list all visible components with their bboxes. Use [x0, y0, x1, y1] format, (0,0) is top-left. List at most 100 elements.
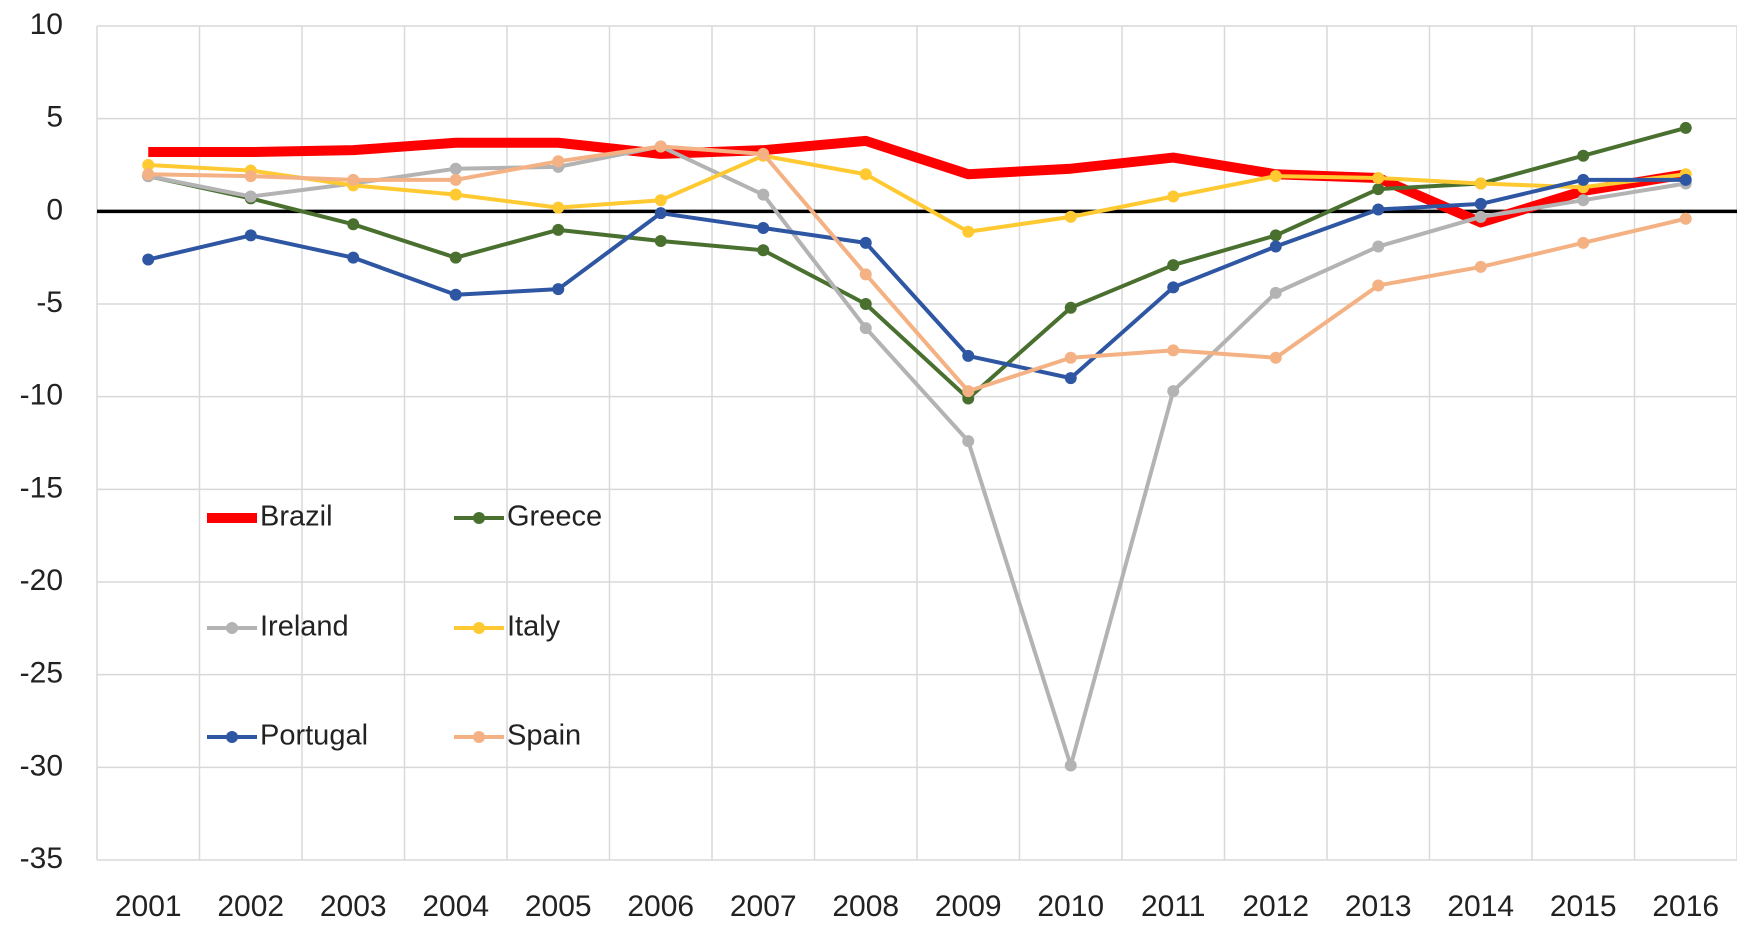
point — [1679, 212, 1692, 225]
point — [654, 207, 667, 220]
point — [1372, 240, 1385, 253]
x-tick-label: 2008 — [832, 890, 899, 923]
point — [1577, 194, 1590, 207]
point — [1064, 351, 1077, 364]
point — [757, 244, 770, 257]
point — [1167, 259, 1180, 272]
x-tick-label: 2001 — [115, 890, 182, 923]
point — [347, 251, 360, 264]
point — [347, 218, 360, 231]
x-tick-label: 2003 — [320, 890, 387, 923]
point — [1474, 260, 1487, 273]
point — [757, 147, 770, 160]
x-tick-label: 2015 — [1550, 890, 1617, 923]
series-line — [147, 177, 1686, 381]
y-tick-label: -15 — [20, 471, 63, 504]
legend-marker — [226, 622, 238, 634]
point — [552, 155, 565, 168]
series-line — [147, 144, 1687, 768]
x-tick-label: 2004 — [422, 890, 489, 923]
legend-label: Portugal — [260, 720, 368, 752]
x-tick-label: 2002 — [217, 890, 284, 923]
series-line — [148, 153, 1687, 234]
point — [1474, 210, 1487, 223]
point — [1577, 236, 1590, 249]
x-tick-label: 2007 — [730, 890, 797, 923]
point — [1064, 210, 1077, 223]
series-line — [148, 144, 1687, 394]
point — [449, 162, 462, 175]
y-tick-label: -20 — [20, 564, 63, 597]
point — [1269, 170, 1282, 183]
point — [1269, 229, 1282, 242]
point — [244, 170, 257, 183]
point — [1167, 344, 1180, 357]
legend-marker — [473, 731, 485, 743]
point — [757, 188, 770, 201]
point — [1577, 173, 1590, 186]
point — [1269, 351, 1282, 364]
x-tick-label: 2010 — [1037, 890, 1104, 923]
legend-label: Italy — [507, 611, 561, 643]
point — [962, 385, 975, 398]
point — [449, 173, 462, 186]
legend-marker — [473, 622, 485, 634]
x-tick-label: 2014 — [1447, 890, 1514, 923]
point — [1577, 149, 1590, 162]
point — [859, 322, 872, 335]
point — [1167, 190, 1180, 203]
legend-marker — [473, 512, 485, 524]
x-tick-label: 2009 — [935, 890, 1002, 923]
point — [654, 234, 667, 247]
point — [1064, 759, 1077, 772]
point — [1064, 372, 1077, 385]
point — [962, 435, 975, 448]
point — [654, 140, 667, 153]
x-tick-label: 2012 — [1242, 890, 1309, 923]
legend-label: Ireland — [260, 611, 349, 643]
point — [859, 168, 872, 181]
point — [1064, 301, 1077, 314]
x-tick-label: 2006 — [627, 890, 694, 923]
point — [962, 225, 975, 238]
y-tick-label: 0 — [46, 193, 63, 226]
point — [654, 194, 667, 207]
point — [859, 236, 872, 249]
point — [1269, 286, 1282, 299]
point — [1679, 173, 1692, 186]
point — [142, 168, 155, 181]
point — [449, 188, 462, 201]
y-tick-label: -5 — [36, 286, 63, 319]
legend-label: Spain — [507, 720, 581, 752]
point — [142, 253, 155, 266]
legend-marker — [226, 731, 238, 743]
x-tick-label: 2011 — [1141, 890, 1206, 923]
y-tick-label: 10 — [30, 8, 63, 41]
y-tick-label: -30 — [20, 749, 63, 782]
point — [552, 283, 565, 296]
y-tick-label: 5 — [46, 101, 63, 134]
point — [859, 298, 872, 310]
point — [962, 349, 975, 362]
point — [859, 268, 872, 281]
legend-label: Greece — [507, 501, 602, 533]
point — [1167, 385, 1180, 398]
point — [244, 229, 257, 242]
point — [1372, 171, 1385, 184]
series-line — [147, 126, 1687, 401]
point — [1372, 183, 1385, 196]
point — [1372, 203, 1385, 216]
point — [1372, 279, 1385, 292]
point — [552, 223, 565, 236]
point — [1269, 240, 1282, 253]
y-tick-label: -10 — [20, 379, 63, 412]
series-line — [148, 135, 1687, 228]
x-tick-label: 2016 — [1652, 890, 1719, 923]
point — [1679, 121, 1692, 134]
point — [142, 159, 155, 171]
point — [244, 190, 257, 203]
point — [1474, 177, 1487, 190]
point — [1474, 197, 1487, 210]
